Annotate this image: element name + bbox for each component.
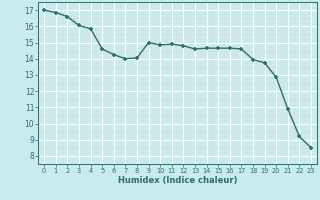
X-axis label: Humidex (Indice chaleur): Humidex (Indice chaleur) — [118, 176, 237, 185]
